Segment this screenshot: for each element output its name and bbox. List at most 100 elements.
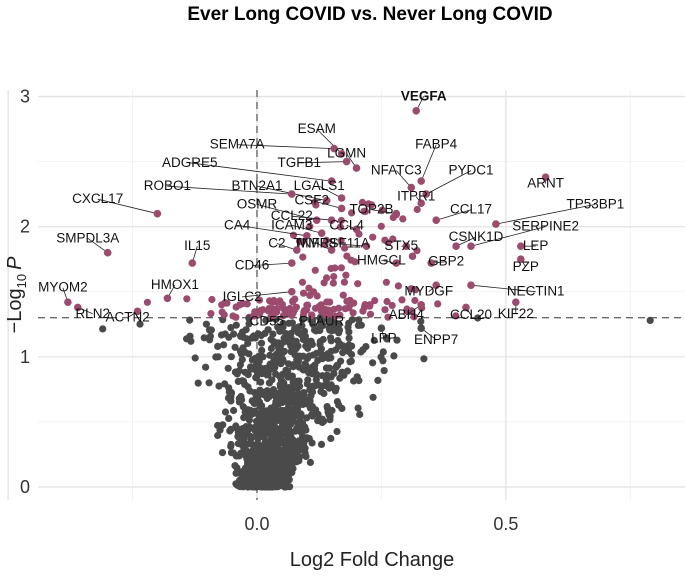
data-point: [221, 330, 229, 338]
data-point: [474, 314, 482, 322]
data-point: [183, 295, 191, 303]
label-stx5: STX5: [384, 238, 418, 253]
significant-point: [306, 222, 314, 230]
data-point: [313, 409, 321, 417]
point-adgre5: [327, 177, 336, 185]
point-btn2a1: [322, 196, 331, 205]
point-ccl20: [462, 303, 470, 312]
point-ccl22: [327, 216, 336, 224]
data-point: [272, 370, 280, 378]
data-point: [250, 312, 258, 320]
data-point: [314, 417, 322, 425]
label-iglc2: IGLC2: [223, 289, 262, 304]
point-smpdl3a: [103, 248, 112, 257]
data-point: [295, 329, 303, 337]
data-point: [187, 337, 195, 345]
data-point: [297, 412, 305, 420]
data-point: [293, 419, 301, 427]
data-point: [307, 337, 315, 345]
label-ccl22: CCL22: [271, 208, 313, 223]
data-point: [251, 389, 259, 397]
data-point: [307, 392, 315, 400]
data-point: [243, 430, 251, 438]
data-point: [239, 425, 247, 433]
significant-point: [381, 236, 389, 244]
data-point: [283, 410, 291, 418]
label-itpr1: ITPR1: [397, 189, 435, 204]
data-point: [374, 376, 382, 384]
label-ccl17: CCL17: [450, 202, 492, 217]
data-point: [317, 440, 326, 448]
data-point: [279, 421, 287, 429]
y-tick-label: 0: [20, 477, 30, 497]
data-point: [332, 363, 340, 371]
label-fabp4: FABP4: [415, 137, 458, 152]
data-point: [230, 330, 238, 338]
y-axis-label: −Log10 P: [4, 256, 29, 334]
data-point: [262, 316, 270, 324]
label-smpdl3a: SMPDL3A: [56, 230, 119, 245]
data-point: [249, 409, 257, 417]
data-point: [259, 411, 267, 419]
data-point: [322, 364, 330, 372]
label-serpine2: SERPINE2: [512, 219, 579, 234]
label-hmgcl: HMGCL: [357, 252, 406, 267]
data-point: [232, 480, 240, 488]
data-point: [333, 427, 341, 436]
data-point: [225, 414, 233, 422]
label-mydgf: MYDGF: [404, 284, 453, 299]
data-point: [275, 415, 283, 423]
data-point: [241, 464, 250, 472]
data-point: [369, 359, 377, 367]
significant-point: [302, 306, 310, 314]
data-point: [452, 312, 460, 320]
point-hmox1: [163, 294, 172, 303]
label-connector-csf2: [311, 200, 342, 209]
significant-point: [340, 278, 348, 286]
point-c2: [293, 246, 301, 254]
gridlines: [7, 90, 685, 500]
data-point: [296, 382, 304, 390]
data-point: [258, 346, 266, 354]
label-connector-adgre5: [189, 162, 332, 182]
label-pydc1: PYDC1: [448, 163, 493, 178]
data-point: [336, 311, 344, 319]
data-point: [326, 416, 334, 424]
label-connector-cd46: [251, 262, 292, 266]
significant-point: [337, 216, 345, 225]
significant-point: [339, 291, 347, 299]
labeled-points: VEGFA ESAM SEMA7A LGMN FABP4 TGFB1 ADGRE5 NFATC…: [38, 88, 624, 346]
data-point: [353, 373, 361, 381]
significant-point: [322, 236, 330, 244]
data-point: [233, 425, 241, 433]
data-point: [243, 300, 251, 308]
data-point: [249, 454, 257, 462]
label-tnfrsf11a: TNFRSF11A: [293, 236, 369, 251]
data-point: [332, 346, 340, 354]
data-point: [319, 417, 328, 426]
data-point: [379, 348, 387, 356]
background-points: [99, 198, 654, 491]
data-point: [257, 306, 265, 315]
label-ccl4: CCL4: [329, 217, 364, 232]
data-point: [346, 358, 354, 366]
point-csnk1d: [452, 242, 460, 250]
label-gbp2: GBP2: [428, 254, 464, 269]
data-point: [257, 378, 265, 386]
point-myom2: [64, 298, 72, 307]
label-osmr: OSMR: [237, 196, 278, 211]
data-point: [244, 339, 252, 348]
data-point: [311, 369, 319, 377]
data-point: [328, 327, 336, 335]
point-csf2: [337, 204, 346, 213]
data-point: [317, 345, 325, 353]
data-point: [269, 477, 277, 485]
point-esam: [337, 150, 346, 158]
label-il15: IL15: [184, 238, 210, 253]
label-nectin1: NECTIN1: [507, 284, 565, 299]
data-point: [291, 325, 299, 333]
data-point: [234, 433, 242, 441]
data-point: [205, 326, 214, 334]
data-point: [241, 380, 249, 388]
data-point: [303, 414, 311, 422]
